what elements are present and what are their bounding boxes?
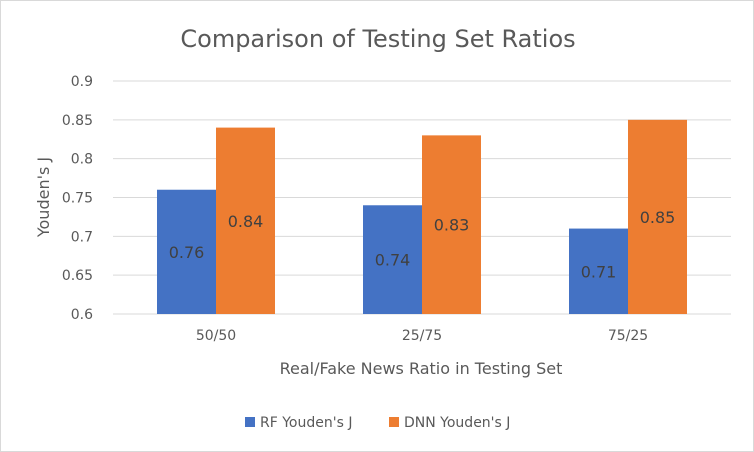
x-tick-label: 75/25 [608,328,648,344]
bar-dnn-2 [628,119,687,314]
y-tick-label: 0.8 [71,152,93,168]
chart-title: Comparison of Testing Set Ratios [180,25,575,53]
x-axis-title: Real/Fake News Ratio in Testing Set [280,359,563,378]
data-label: 0.84 [228,212,264,231]
y-axis-ticks: 0.6 0.65 0.7 0.75 0.8 0.85 0.9 [62,74,93,323]
x-tick-label: 25/75 [402,328,442,344]
bars [157,119,687,314]
bar-rf-2 [569,228,628,314]
bar-dnn-1 [422,135,481,314]
y-tick-label: 0.85 [62,113,93,129]
y-tick-label: 0.65 [62,268,93,284]
bar-rf-1 [363,205,422,314]
data-labels: 0.76 0.84 0.74 0.83 0.71 0.85 [169,208,676,281]
legend-swatch-rf [245,417,255,427]
legend-label-rf: RF Youden's J [260,415,352,431]
y-tick-label: 0.6 [71,307,93,323]
bar-dnn-0 [216,127,275,314]
data-label: 0.85 [640,208,676,227]
data-label: 0.83 [434,216,470,235]
legend-swatch-dnn [389,417,399,427]
legend-label-dnn: DNN Youden's J [404,415,510,431]
legend: RF Youden's J DNN Youden's J [245,415,510,431]
data-label: 0.71 [581,262,617,281]
y-tick-label: 0.9 [71,74,93,90]
bar-rf-0 [157,189,216,314]
data-label: 0.76 [169,243,205,262]
y-tick-label: 0.75 [62,191,93,207]
x-tick-label: 50/50 [196,328,236,344]
data-label: 0.74 [375,251,411,270]
y-axis-title: Youden's J [34,157,53,238]
y-tick-label: 0.7 [71,229,93,245]
x-axis-ticks: 50/50 25/75 75/25 [196,328,648,344]
